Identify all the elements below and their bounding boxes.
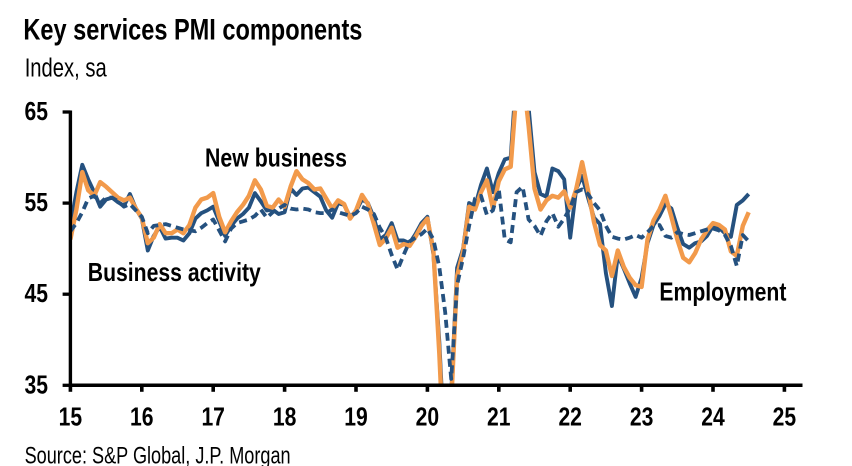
svg-text:23: 23: [630, 404, 654, 432]
svg-text:18: 18: [273, 404, 297, 432]
svg-text:22: 22: [558, 404, 582, 432]
svg-text:Source: S&P Global, J.P. Morga: Source: S&P Global, J.P. Morgan: [25, 442, 291, 466]
svg-text:15: 15: [59, 404, 83, 432]
svg-text:55: 55: [25, 189, 49, 217]
svg-text:Business activity: Business activity: [88, 257, 261, 287]
svg-text:Employment: Employment: [659, 277, 786, 307]
svg-text:65: 65: [25, 98, 49, 126]
svg-text:New business: New business: [205, 142, 347, 172]
svg-text:45: 45: [25, 280, 49, 308]
svg-text:19: 19: [344, 404, 368, 432]
svg-text:Key services PMI components: Key services PMI components: [23, 13, 362, 46]
svg-text:16: 16: [130, 404, 154, 432]
svg-text:Index, sa: Index, sa: [25, 55, 108, 83]
svg-text:21: 21: [487, 404, 511, 432]
svg-text:25: 25: [773, 404, 797, 432]
svg-text:24: 24: [701, 404, 725, 432]
svg-text:17: 17: [201, 404, 225, 432]
svg-text:35: 35: [25, 371, 49, 399]
svg-text:20: 20: [416, 404, 440, 432]
